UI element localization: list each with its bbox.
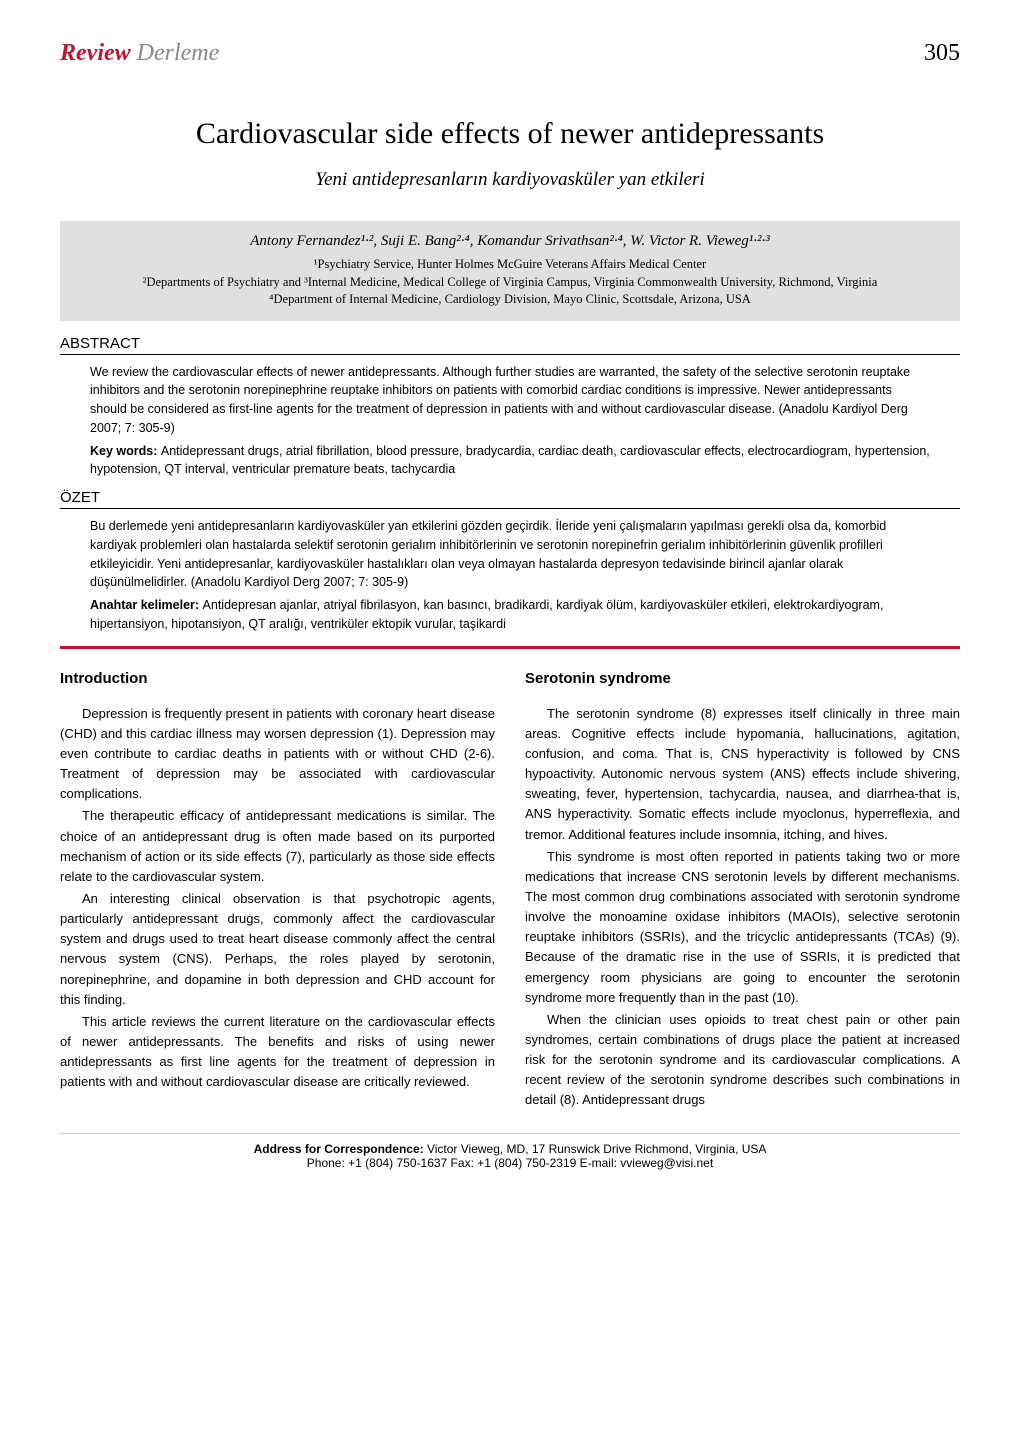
intro-para-3: An interesting clinical observation is t… (60, 889, 495, 1010)
left-column: Introduction Depression is frequently pr… (60, 667, 495, 1113)
affiliation-2: ²Departments of Psychiatry and ³Internal… (80, 274, 940, 292)
affiliation-3: ⁴Department of Internal Medicine, Cardio… (80, 291, 940, 309)
section-divider (60, 646, 960, 649)
serotonin-para-3: When the clinician uses opioids to treat… (525, 1010, 960, 1111)
intro-heading: Introduction (60, 667, 495, 690)
keywords-label: Key words: (90, 444, 161, 458)
ozet-keywords: Anahtar kelimeler: Antidepresan ajanlar,… (90, 596, 930, 634)
right-column: Serotonin syndrome The serotonin syndrom… (525, 667, 960, 1113)
serotonin-para-1: The serotonin syndrome (8) expresses its… (525, 704, 960, 845)
affiliation-1: ¹Psychiatry Service, Hunter Holmes McGui… (80, 256, 940, 274)
intro-para-2: The therapeutic efficacy of antidepressa… (60, 806, 495, 887)
ozet-heading: ÖZET (60, 489, 960, 509)
ozet-text: Bu derlemede yeni antidepresanların kard… (90, 517, 930, 592)
abstract-heading: ABSTRACT (60, 335, 960, 355)
page-number: 305 (924, 40, 960, 67)
serotonin-heading: Serotonin syndrome (525, 667, 960, 690)
correspondence-footer: Address for Correspondence: Victor Viewe… (60, 1133, 960, 1170)
keywords-text: Antidepressant drugs, atrial fibrillatio… (90, 444, 930, 477)
intro-para-1: Depression is frequently present in pati… (60, 704, 495, 805)
correspondence-label: Address for Correspondence: (254, 1142, 427, 1156)
abstract-keywords: Key words: Antidepressant drugs, atrial … (90, 442, 930, 480)
article-title: Cardiovascular side effects of newer ant… (60, 117, 960, 151)
abstract-body: We review the cardiovascular effects of … (60, 363, 960, 480)
body-columns: Introduction Depression is frequently pr… (60, 667, 960, 1113)
page-header: Review Derleme 305 (60, 40, 960, 67)
article-subtitle: Yeni antidepresanların kardiyovasküler y… (60, 169, 960, 191)
correspondence-name: Victor Vieweg, MD, 17 Runswick Drive Ric… (427, 1142, 766, 1156)
section-label-main: Review (60, 40, 131, 66)
footer-line-1: Address for Correspondence: Victor Viewe… (60, 1142, 960, 1156)
anahtar-label: Anahtar kelimeler: (90, 598, 203, 612)
footer-line-2: Phone: +1 (804) 750-1637 Fax: +1 (804) 7… (60, 1156, 960, 1170)
anahtar-text: Antidepresan ajanlar, atriyal fibrilasyo… (90, 598, 883, 631)
section-label: Review Derleme (60, 40, 219, 67)
intro-para-4: This article reviews the current literat… (60, 1012, 495, 1093)
section-label-sub: Derleme (131, 40, 220, 66)
authors-line: Antony Fernandez¹·², Suji E. Bang²·⁴, Ko… (80, 233, 940, 250)
authors-block: Antony Fernandez¹·², Suji E. Bang²·⁴, Ko… (60, 221, 960, 321)
ozet-body: Bu derlemede yeni antidepresanların kard… (60, 517, 960, 634)
abstract-text: We review the cardiovascular effects of … (90, 363, 930, 438)
serotonin-para-2: This syndrome is most often reported in … (525, 847, 960, 1008)
